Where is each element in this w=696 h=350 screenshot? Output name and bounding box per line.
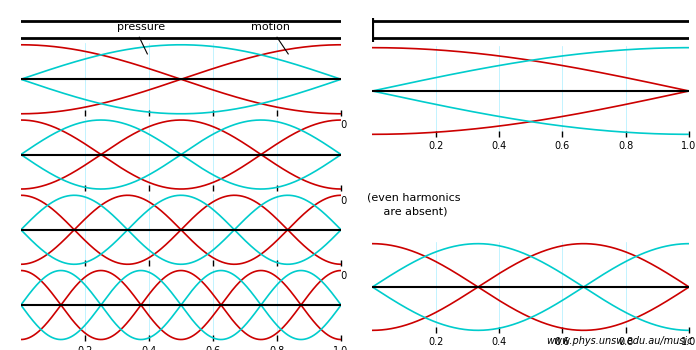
Text: are absent): are absent) bbox=[381, 207, 448, 217]
Text: motion: motion bbox=[251, 22, 290, 32]
Text: pressure: pressure bbox=[117, 22, 165, 32]
Text: www.phys.unsw.edu.au/music: www.phys.unsw.edu.au/music bbox=[546, 336, 693, 346]
Text: (even harmonics: (even harmonics bbox=[367, 193, 461, 203]
